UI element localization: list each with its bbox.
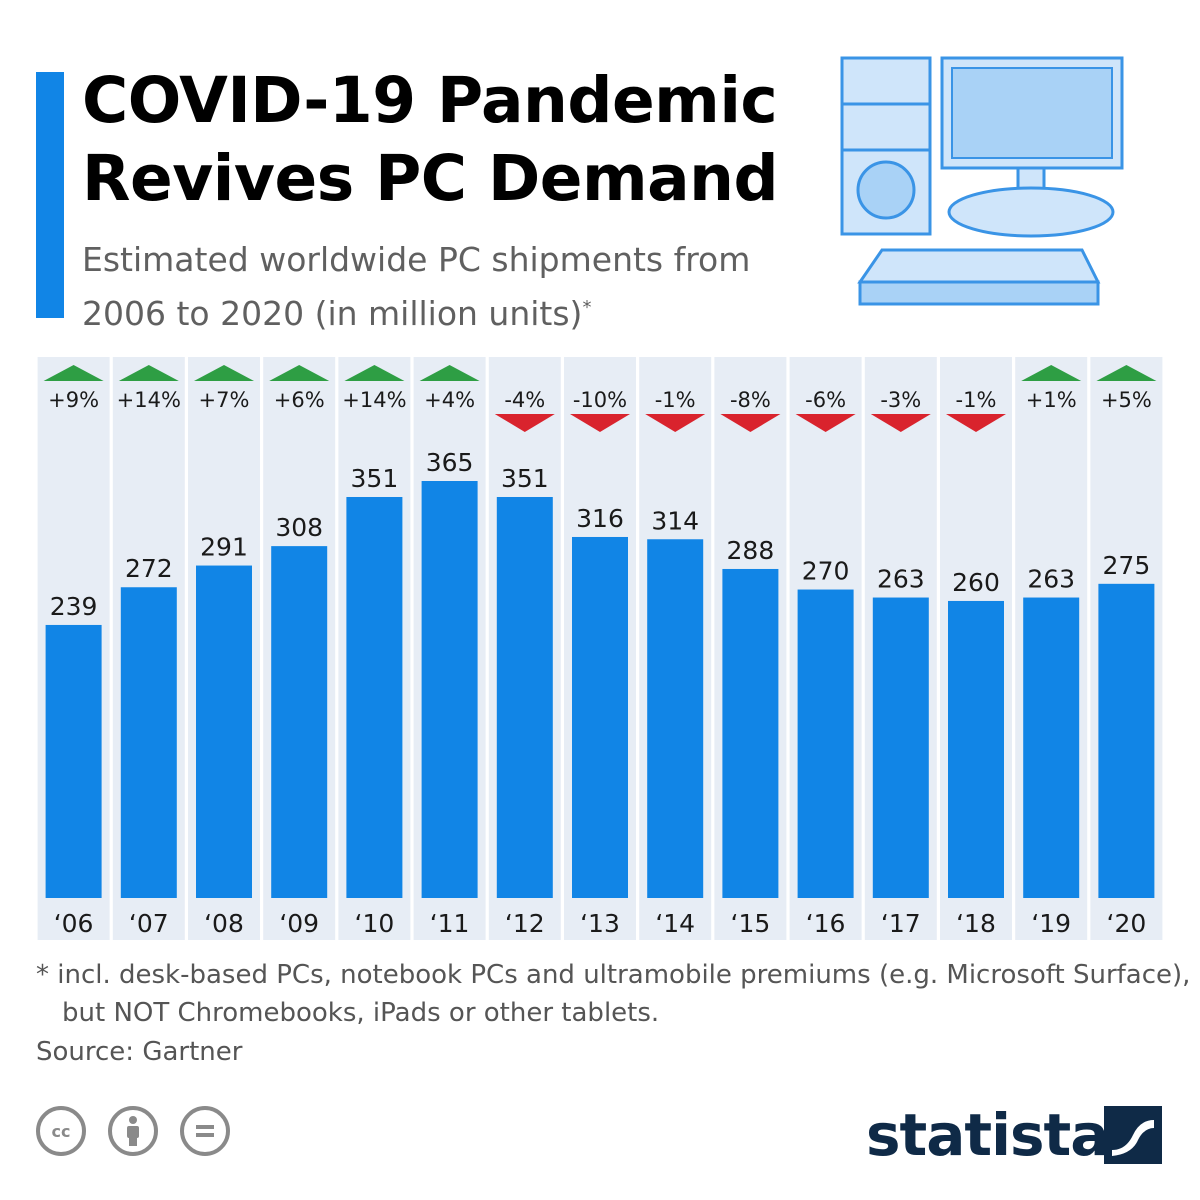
change-label: +9% <box>48 388 99 412</box>
bar <box>421 481 478 898</box>
category-label: ‘11 <box>430 909 470 938</box>
change-label: +7% <box>199 388 250 412</box>
change-label: -6% <box>805 388 846 412</box>
value-label: 263 <box>877 565 925 594</box>
change-up-arrow-icon <box>344 365 405 381</box>
category-label: ‘15 <box>731 909 771 938</box>
value-label: 351 <box>501 464 549 493</box>
footnote: * incl. desk-based PCs, notebook PCs and… <box>36 960 1191 1028</box>
category-label: ‘18 <box>956 909 996 938</box>
change-label: -3% <box>880 388 921 412</box>
bar <box>722 568 779 898</box>
change-label: +6% <box>274 388 325 412</box>
change-label: -8% <box>730 388 771 412</box>
bar <box>120 587 177 898</box>
desktop-computer-icon <box>840 56 1124 306</box>
change-up-arrow-icon <box>419 365 480 381</box>
statista-logo-icon <box>1104 1106 1162 1164</box>
change-label: -4% <box>504 388 545 412</box>
bar <box>45 624 102 898</box>
change-up-arrow-icon <box>118 365 179 381</box>
change-down-arrow-icon <box>795 414 856 432</box>
bar <box>1023 597 1080 898</box>
change-down-arrow-icon <box>645 414 706 432</box>
value-label: 272 <box>125 554 173 583</box>
value-label: 314 <box>651 506 699 535</box>
value-label: 270 <box>802 557 850 586</box>
category-label: ‘08 <box>204 909 244 938</box>
change-down-arrow-icon <box>494 414 555 432</box>
change-up-arrow-icon <box>194 365 254 381</box>
value-label: 351 <box>351 464 399 493</box>
change-label: -1% <box>956 388 997 412</box>
by-attribution-icon[interactable] <box>108 1106 158 1156</box>
change-label: +1% <box>1026 388 1077 412</box>
page-title: COVID-19 Pandemic Revives PC Demand <box>82 64 779 215</box>
bar <box>271 546 328 898</box>
category-label: ‘14 <box>655 909 695 938</box>
change-down-arrow-icon <box>720 414 781 432</box>
change-up-arrow-icon <box>1021 365 1082 381</box>
value-label: 260 <box>952 568 1000 597</box>
brand-logo-text: statista <box>866 1101 1109 1169</box>
category-label: ‘06 <box>54 909 94 938</box>
change-label: +4% <box>424 388 475 412</box>
value-label: 365 <box>426 448 474 477</box>
bar <box>872 597 929 898</box>
bar <box>647 539 704 898</box>
value-label: 275 <box>1103 551 1151 580</box>
page-subtitle: Estimated worldwide PC shipments from 20… <box>82 236 802 338</box>
change-up-arrow-icon <box>269 365 330 381</box>
shipments-bar-chart: 239 +9% ‘06 272 +14% ‘07 291 +7% ‘08 308 +6% ‘09 351… <box>37 357 1163 940</box>
change-down-arrow-icon <box>946 414 1006 432</box>
value-label: 316 <box>576 504 624 533</box>
value-label: 239 <box>50 592 98 621</box>
bar <box>572 536 628 898</box>
no-derivatives-icon[interactable] <box>180 1106 230 1156</box>
value-label: 308 <box>275 513 323 542</box>
change-up-arrow-icon <box>43 365 104 381</box>
change-label: +14% <box>117 388 181 412</box>
category-label: ‘10 <box>355 909 395 938</box>
category-label: ‘13 <box>580 909 620 938</box>
cc-icon[interactable]: cc <box>36 1106 86 1156</box>
value-label: 288 <box>727 536 775 565</box>
source-note: Source: Gartner <box>36 1037 243 1067</box>
subtitle-footnote-mark: * <box>582 297 592 318</box>
bar <box>797 589 854 898</box>
change-label: -10% <box>573 388 627 412</box>
value-label: 263 <box>1027 565 1075 594</box>
change-down-arrow-icon <box>870 414 931 432</box>
subtitle-text: Estimated worldwide PC shipments from 20… <box>82 240 751 333</box>
category-label: ‘17 <box>881 909 921 938</box>
change-label: +14% <box>342 388 406 412</box>
category-label: ‘09 <box>279 909 319 938</box>
category-label: ‘07 <box>129 909 169 938</box>
svg-text:cc: cc <box>52 1122 71 1141</box>
value-label: 291 <box>200 533 248 562</box>
change-label: -1% <box>655 388 696 412</box>
bar <box>1098 583 1155 898</box>
title-accent-bar <box>36 72 64 318</box>
bar <box>196 565 252 898</box>
change-down-arrow-icon <box>570 414 630 432</box>
category-label: ‘19 <box>1031 909 1071 938</box>
category-label: ‘12 <box>505 909 545 938</box>
change-up-arrow-icon <box>1096 365 1157 381</box>
change-label: +5% <box>1101 388 1152 412</box>
category-label: ‘20 <box>1107 909 1147 938</box>
bar <box>948 600 1004 898</box>
bar <box>496 496 553 898</box>
category-label: ‘16 <box>806 909 846 938</box>
bar <box>346 496 403 898</box>
